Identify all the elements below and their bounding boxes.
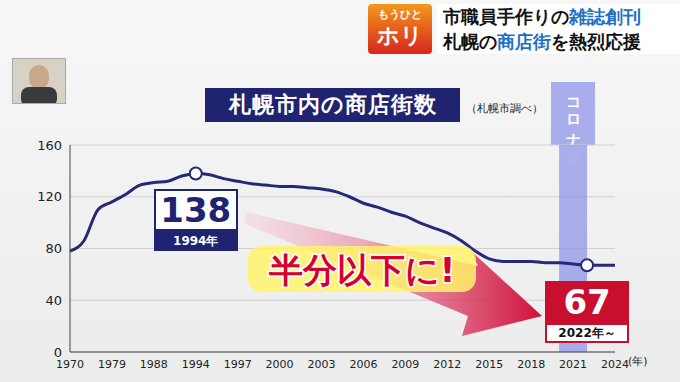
svg-text:2018: 2018 [517,358,545,371]
html-text:もうひと: もうひと [378,8,422,21]
svg-text:2006: 2006 [349,358,377,371]
svg-text:2012: 2012 [433,358,461,371]
svg-text:2009: 2009 [391,358,419,371]
html-text:札幌市内の商店街数: 札幌市内の商店街数 [228,92,437,117]
svg-text:1988: 1988 [140,358,168,371]
svg-text:40: 40 [45,293,62,308]
svg-text:160: 160 [37,138,62,153]
html-text:(年): (年) [628,355,648,368]
html-text:138: 138 [160,190,232,231]
svg-text:2021: 2021 [559,358,587,371]
html-text:1994年: 1994年 [173,234,219,249]
svg-text:120: 120 [37,189,62,204]
svg-text:1970: 1970 [56,358,84,371]
svg-text:1997: 1997 [224,358,252,371]
svg-text:2015: 2015 [475,358,503,371]
svg-text:2024: 2024 [601,358,629,371]
html-text:67: 67 [563,282,611,323]
html-text:ホリ: ホリ [377,23,423,48]
html-text:コロナ禍: コロナ禍 [565,88,583,139]
svg-text:半分以下に!: 半分以下に! [268,250,456,290]
html-text:市職員手作りの雑誌創刊: 市職員手作りの雑誌創刊 [443,6,641,27]
svg-text:1979: 1979 [98,358,126,371]
svg-text:2003: 2003 [308,358,336,371]
svg-text:1994: 1994 [182,358,210,371]
svg-text:2000: 2000 [266,358,294,371]
svg-text:0: 0 [54,345,62,360]
html-text:（札幌市調べ）: （札幌市調べ） [466,102,543,115]
html-text:札幌の商店街を熱烈応援: 札幌の商店街を熱烈応援 [443,31,641,52]
svg-text:80: 80 [45,241,62,256]
html-text:2022年～: 2022年～ [558,326,616,341]
